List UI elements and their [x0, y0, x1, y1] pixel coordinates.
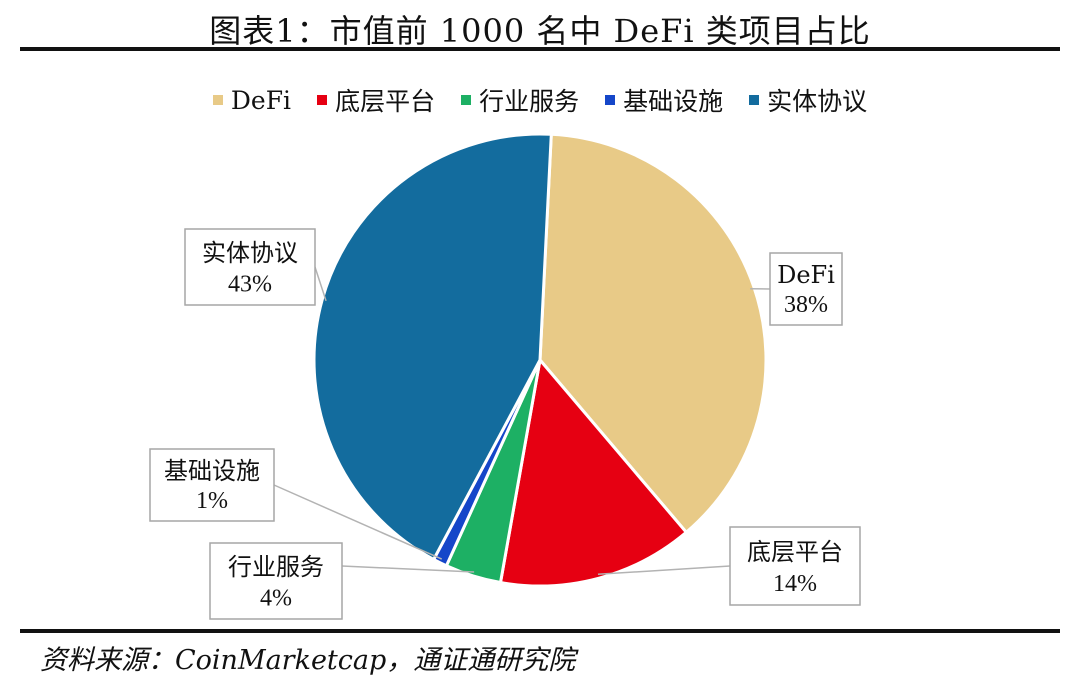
- legend-label: 基础设施: [623, 87, 724, 116]
- top-rule: [20, 47, 1060, 51]
- data-label-value: 14%: [773, 571, 817, 597]
- data-label-box: [184, 228, 316, 306]
- legend-swatch: [212, 95, 223, 105]
- pie-slice: [312, 132, 553, 562]
- legend: DeFi 底层平台 行业服务 基础设施 实体协议: [0, 82, 1080, 118]
- legend-swatch: [317, 95, 328, 105]
- legend-label: 实体协议: [767, 87, 868, 116]
- data-label-box: [209, 542, 343, 620]
- data-label-category: 行业服务: [228, 553, 324, 581]
- legend-item: 实体协议: [749, 82, 867, 118]
- legend-item: 底层平台: [317, 82, 435, 118]
- source-note: 资料来源：CoinMarketcap，通证通研究院: [40, 645, 576, 676]
- data-label-box: [729, 526, 861, 606]
- leader-line: [273, 484, 443, 560]
- data-label-category: DeFi: [777, 261, 835, 289]
- chart-title: 图表1：市值前 1000 名中 DeFi 类项目占比: [209, 12, 871, 50]
- legend-swatch: [461, 95, 472, 105]
- data-label-box: [149, 448, 275, 522]
- legend-swatch: [749, 95, 760, 105]
- data-label-category: 底层平台: [747, 538, 843, 566]
- legend-item: 行业服务: [461, 82, 579, 118]
- pie-slice: [498, 356, 689, 588]
- legend-swatch: [605, 95, 616, 105]
- data-label-value: 4%: [260, 585, 292, 611]
- legend-label: DeFi: [230, 85, 292, 115]
- legend-item: 基础设施: [605, 82, 723, 118]
- leader-line: [341, 565, 475, 573]
- leader-line: [314, 266, 327, 302]
- legend-label: 行业服务: [479, 87, 580, 116]
- data-label-value: 43%: [228, 271, 272, 297]
- legend-label: 底层平台: [335, 87, 436, 116]
- data-label-category: 基础设施: [164, 457, 260, 485]
- pie-slice: [538, 132, 768, 535]
- bottom-rule: [20, 629, 1060, 633]
- data-label-value: 38%: [784, 292, 828, 318]
- leader-line: [597, 565, 731, 576]
- legend-item: DeFi: [212, 82, 292, 118]
- data-label-value: 1%: [196, 488, 228, 514]
- data-label-category: 实体协议: [202, 239, 298, 267]
- data-label-box: [769, 252, 843, 326]
